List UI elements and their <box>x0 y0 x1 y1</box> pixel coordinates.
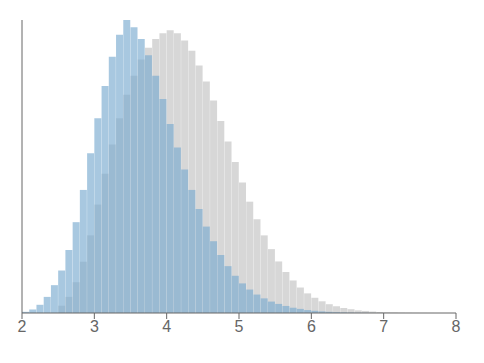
svg-text:2: 2 <box>18 318 27 335</box>
svg-text:4: 4 <box>162 318 171 335</box>
svg-text:6: 6 <box>307 318 316 335</box>
svg-text:8: 8 <box>452 318 461 335</box>
svg-text:3: 3 <box>90 318 99 335</box>
svg-text:5: 5 <box>235 318 244 335</box>
svg-text:7: 7 <box>379 318 388 335</box>
